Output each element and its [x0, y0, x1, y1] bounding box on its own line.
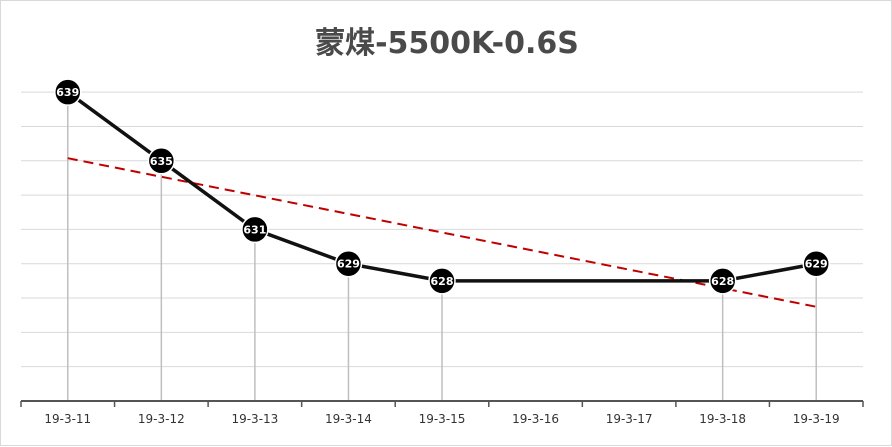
- data-point: [241, 215, 269, 244]
- x-tick-label: 19-3-14: [325, 412, 372, 426]
- data-label: 628: [431, 275, 454, 288]
- data-point: [708, 267, 737, 295]
- x-tick-label: 19-3-13: [231, 412, 278, 426]
- x-tick-label: 19-3-15: [419, 412, 466, 426]
- series-line: [66, 90, 817, 283]
- x-tick-labels: 19-3-11 19-3-12 19-3-13 19-3-14 19-3-15 19-3-…: [44, 412, 839, 426]
- data-label: 635: [150, 155, 173, 168]
- x-tick-label: 19-3-17: [606, 412, 653, 426]
- x-tick-label: 19-3-19: [793, 412, 840, 426]
- data-label: 628: [711, 275, 734, 288]
- x-tick-label: 19-3-11: [44, 412, 91, 426]
- series-line-path: [66, 90, 817, 283]
- x-axis: [20, 400, 864, 407]
- chart-title: 蒙煤-5500K-0.6S: [315, 26, 579, 61]
- data-point: [147, 147, 176, 175]
- data-point: [334, 249, 363, 278]
- x-tick-label: 19-3-18: [699, 412, 746, 426]
- data-label: 631: [243, 223, 266, 236]
- data-point: [428, 267, 456, 295]
- data-label: 629: [805, 258, 828, 271]
- data-label: 639: [56, 86, 79, 99]
- x-tick-label: 19-3-12: [138, 412, 185, 426]
- data-points: 639 635 631 629 628 628 629: [54, 78, 830, 295]
- drop-lines: [67, 92, 817, 401]
- data-label: 629: [337, 258, 360, 271]
- data-point: [802, 249, 830, 278]
- x-tick-label: 19-3-16: [512, 412, 559, 426]
- data-point: [54, 78, 82, 106]
